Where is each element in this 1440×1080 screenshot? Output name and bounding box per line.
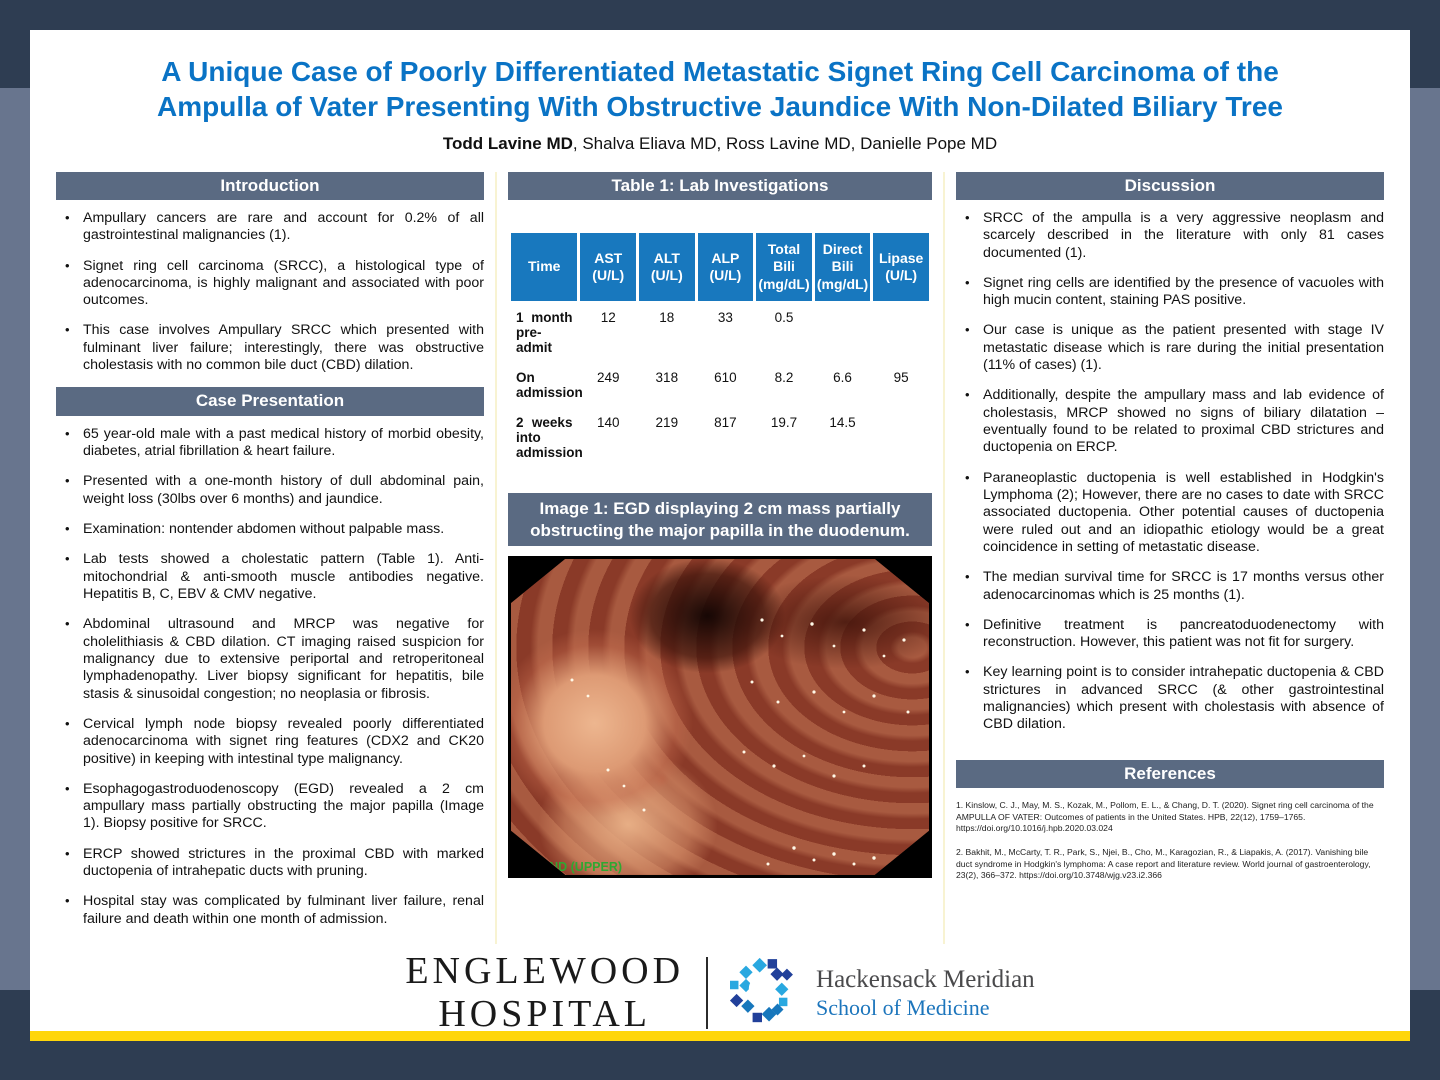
cell-alt: 219 xyxy=(636,406,698,470)
references-header: References xyxy=(956,759,1384,789)
cell-lipase xyxy=(870,301,932,365)
bullet-item: Signet ring cell carcinoma (SRCC), a his… xyxy=(56,258,484,310)
bullet-item: Signet ring cells are identified by the … xyxy=(956,275,1384,310)
cell-alt: 318 xyxy=(636,361,698,410)
lab-table-body: 1 month pre-admit 12 18 33 0.5 On admiss… xyxy=(507,301,932,470)
lab-table-header-cell: Total Bili (mg/dL) xyxy=(753,229,815,305)
hackensack-meridian-text: Hackensack Meridian School of Medicine xyxy=(816,966,1035,1020)
introduction-header: Introduction xyxy=(56,171,484,200)
lab-table-header-cell: ALP (U/L) xyxy=(694,229,757,305)
discussion-header: Discussion xyxy=(956,171,1384,200)
endoscopy-fold xyxy=(511,558,662,597)
authors-line: Todd Lavine MD, Shalva Eliava MD, Ross L… xyxy=(45,134,1395,154)
bullet-item: Definitive treatment is pancreatoduodene… xyxy=(956,617,1384,652)
cell-alp: 610 xyxy=(694,361,757,410)
lab-table-header-cell: AST (U/L) xyxy=(577,229,640,305)
bullet-item: Key learning point is to consider intrah… xyxy=(956,664,1384,733)
table-row: 1 month pre-admit 12 18 33 0.5 xyxy=(507,301,932,365)
discussion-bullets: SRCC of the ampulla is a very aggressive… xyxy=(956,210,1384,734)
cell-ast: 249 xyxy=(577,361,640,410)
cell-lipase: 95 xyxy=(870,361,932,410)
bullet-item: Lab tests showed a cholestatic pattern (… xyxy=(56,551,484,603)
authors-rest: , Shalva Eliava MD, Ross Lavine MD, Dani… xyxy=(572,133,998,153)
cell-direct-bili xyxy=(811,301,874,365)
middle-column: Table 1: Lab Investigations Time AST (U/L)… xyxy=(495,171,945,944)
bullet-item: Presented with a one-month history of du… xyxy=(56,473,484,508)
englewood-hospital-logo: ENGLEWOOD HOSPITAL xyxy=(405,950,684,1037)
row-label: 2 weeks into admission xyxy=(507,406,583,470)
englewood-line1: ENGLEWOOD xyxy=(405,949,685,992)
englewood-line2: HOSPITAL xyxy=(438,993,651,1036)
endoscopy-overlay-text: ASOUND (UPPER) xyxy=(513,859,623,874)
lab-table-header-row: Time AST (U/L) ALT (U/L) ALP (U/L) Total Bili (m… xyxy=(507,229,932,305)
cell-alt: 18 xyxy=(636,301,698,365)
reference-item: 2. Bakhit, M., McCarty, T. R., Park, S.,… xyxy=(956,846,1371,881)
poster-panel: A Unique Case of Poorly Differentiated M… xyxy=(30,30,1410,1041)
cell-alp: 817 xyxy=(694,406,757,470)
left-column: Introduction Ampullary cancers are rare … xyxy=(45,171,495,944)
bullet-item: This case involves Ampullary SRCC which … xyxy=(56,322,484,374)
right-column: Discussion SRCC of the ampulla is a very… xyxy=(945,171,1395,944)
case-presentation-header: Case Presentation xyxy=(56,387,484,416)
bullet-item: Ampullary cancers are rare and account f… xyxy=(56,210,484,245)
logo-divider xyxy=(706,957,709,1030)
table1-header: Table 1: Lab Investigations xyxy=(508,171,932,200)
cell-lipase xyxy=(870,406,932,470)
hackensack-meridian-logo-icon xyxy=(730,958,793,1023)
image1-caption: Image 1: EGD displaying 2 cm mass partia… xyxy=(508,493,932,546)
school-name: Hackensack Meridian xyxy=(816,966,1035,994)
lab-table-header-cell: ALT (U/L) xyxy=(636,229,698,305)
bullet-item: Additionally, despite the ampullary mass… xyxy=(956,387,1384,456)
bullet-item: 65 year-old male with a past medical his… xyxy=(56,426,484,461)
row-label: 1 month pre-admit xyxy=(507,301,581,365)
endoscopy-view: ASOUND (UPPER) xyxy=(511,558,929,875)
table-row: 2 weeks into admission 140 219 817 19.7 … xyxy=(507,406,932,470)
cell-direct-bili: 6.6 xyxy=(811,361,874,410)
columns: Introduction Ampullary cancers are rare … xyxy=(45,171,1395,944)
reference-item: 1. Kinslow, C. J., May, M. S., Kozak, M.… xyxy=(956,800,1374,834)
bullet-item: Esophagogastroduodenoscopy (EGD) reveale… xyxy=(56,781,484,833)
bullet-item: Paraneoplastic ductopenia is well establ… xyxy=(956,470,1384,557)
references-section: References 1. Kinslow, C. J., May, M. S.… xyxy=(956,759,1384,882)
cell-ast: 140 xyxy=(577,406,640,470)
bullet-item: Examination: nontender abdomen without p… xyxy=(56,521,484,538)
cell-total-bili: 0.5 xyxy=(753,301,815,365)
bullet-item: SRCC of the ampulla is a very aggressive… xyxy=(956,210,1384,262)
lab-table-header-cell: Lipase (U/L) xyxy=(870,229,932,305)
cell-total-bili: 19.7 xyxy=(753,406,815,470)
cell-alp: 33 xyxy=(694,301,757,365)
footer: ENGLEWOOD HOSPITAL Hackensack Meridian S… xyxy=(45,950,1395,1037)
endoscopy-highlights xyxy=(511,558,513,561)
references-list: 1. Kinslow, C. J., May, M. S., Kozak, M.… xyxy=(956,800,1384,882)
case-presentation-bullets: 65 year-old male with a past medical his… xyxy=(56,426,484,928)
cell-direct-bili: 14.5 xyxy=(811,406,874,470)
cell-total-bili: 8.2 xyxy=(753,361,815,410)
bullet-item: ERCP showed strictures in the proximal C… xyxy=(56,846,484,881)
lab-table-header-cell: Direct Bili (mg/dL) xyxy=(811,229,874,305)
school-sub: School of Medicine xyxy=(816,994,990,1020)
table-row: On admission 249 318 610 8.2 6.6 95 xyxy=(507,361,932,410)
author-lead: Todd Lavine MD xyxy=(442,133,573,153)
lab-table-header-cell: Time xyxy=(507,229,581,305)
bullet-item: Abdominal ultrasound and MRCP was negati… xyxy=(56,616,484,703)
bullet-item: The median survival time for SRCC is 17 … xyxy=(956,569,1384,604)
bullet-item: Our case is unique as the patient presen… xyxy=(956,322,1384,374)
endoscopy-image: ASOUND (UPPER) xyxy=(508,555,932,878)
bullet-item: Hospital stay was complicated by fulmina… xyxy=(56,893,484,928)
bullet-item: Cervical lymph node biopsy revealed poor… xyxy=(56,716,484,768)
cell-ast: 12 xyxy=(577,301,640,365)
poster-title: A Unique Case of Poorly Differentiated M… xyxy=(157,56,1283,123)
row-label: On admission xyxy=(507,361,583,410)
introduction-bullets: Ampullary cancers are rare and account f… xyxy=(56,210,484,375)
lab-table: Time AST (U/L) ALT (U/L) ALP (U/L) Total Bili (m… xyxy=(507,229,932,470)
